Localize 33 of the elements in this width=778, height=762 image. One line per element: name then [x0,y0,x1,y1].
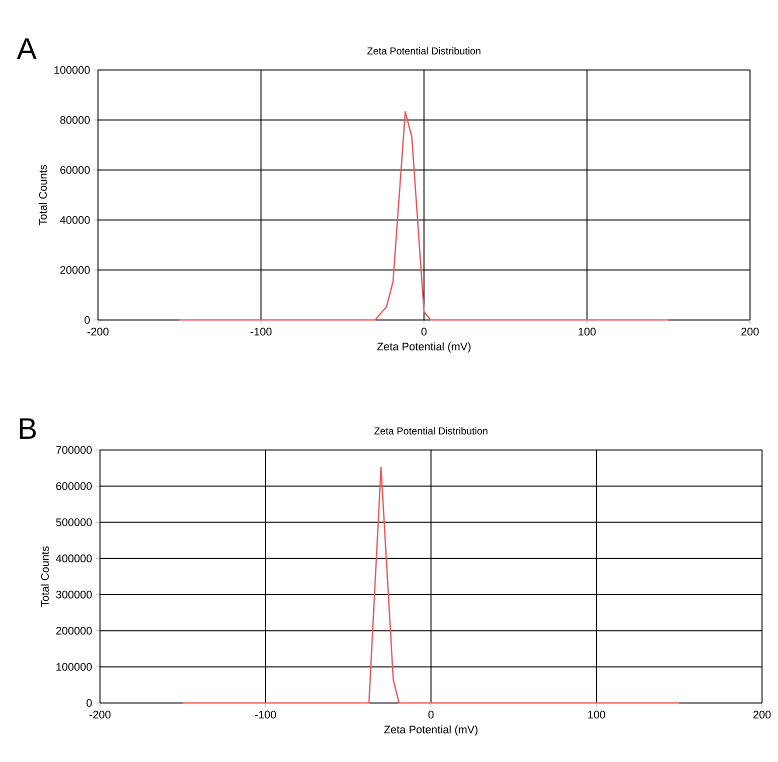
x-axis-title: Zeta Potential (mV) [377,342,471,353]
x-tick-label: -100 [250,328,272,336]
y-tick-label: 100000 [56,662,92,671]
y-tick-label: 80000 [60,116,90,124]
y-axis-title: Total Counts [38,164,47,226]
y-tick-label: 300000 [56,590,92,598]
y-tick-label: 200000 [56,626,92,635]
x-tick-label: 0 [421,328,427,336]
line-series [178,111,670,321]
y-tick-label: 0 [84,316,90,324]
x-tick-label: 200 [741,328,759,336]
chart-title: Zeta Potential Distribution [374,427,488,434]
text: A [16,38,37,59]
x-tick-label: 100 [588,710,606,719]
y-tick-label: 0 [86,699,92,707]
chart-title: Zeta Potential Distribution [367,47,480,54]
x-tick-label: 0 [428,710,434,719]
x-axis-title: Zeta Potential (mV) [384,725,478,736]
y-tick-label: 400000 [56,554,92,562]
y-tick-label: 20000 [60,266,90,274]
y-tick-label: 60000 [60,166,90,174]
y-axis-title: Total Counts [40,546,49,607]
x-tick-label: 200 [753,710,771,719]
x-tick-label: -200 [90,710,111,719]
y-tick-label: 100000 [54,66,90,74]
x-tick-label: -100 [255,710,276,719]
y-tick-label: 600000 [56,482,92,490]
y-tick-label: 700000 [56,446,92,454]
y-tick-label: 40000 [60,216,90,224]
y-tick-label: 500000 [56,518,92,526]
text: B [20,418,36,439]
x-tick-label: 100 [578,328,596,336]
x-tick-label: -200 [88,328,109,336]
